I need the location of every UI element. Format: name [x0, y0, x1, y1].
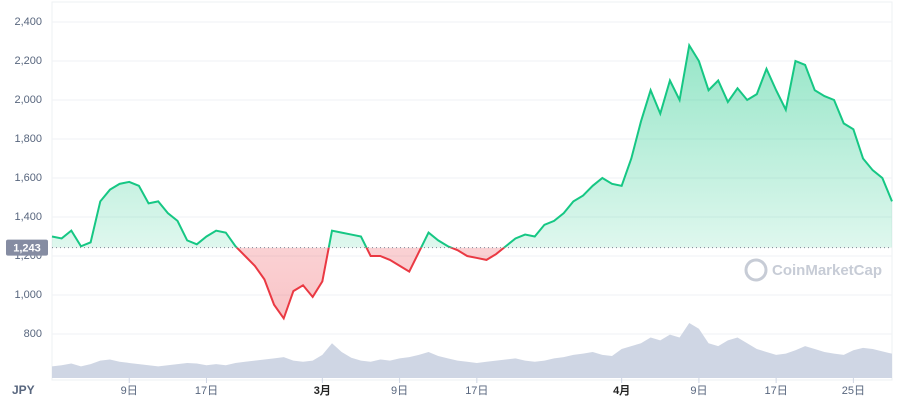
x-tick-label: 9日 — [121, 385, 138, 397]
x-axis-label: JPY — [12, 383, 35, 397]
area-below — [236, 247, 505, 319]
y-tick-label: 1,400 — [14, 211, 42, 223]
area-above — [52, 45, 892, 248]
watermark-text: CoinMarketCap — [772, 262, 882, 279]
x-tick-label: 25日 — [842, 385, 865, 397]
watermark-logo — [744, 258, 768, 282]
price-line-above — [51, 42, 893, 248]
price-line-below — [235, 247, 506, 321]
volume-area — [52, 323, 892, 378]
y-tick-label: 2,400 — [14, 16, 42, 28]
y-tick-label: 1,600 — [14, 172, 42, 184]
x-tick-label: 17日 — [465, 385, 488, 397]
baseline-label: 1,243 — [13, 243, 41, 255]
y-tick-label: 2,200 — [14, 55, 42, 67]
x-tick-label: 17日 — [195, 385, 218, 397]
watermark: CoinMarketCap — [744, 258, 882, 282]
baseline-label-bg — [6, 239, 48, 256]
x-tick-label: 9日 — [690, 385, 707, 397]
x-tick-label: 17日 — [765, 385, 788, 397]
x-tick-label: 3月 — [314, 384, 331, 397]
y-tick-label: 1,000 — [14, 289, 42, 301]
x-tick-label: 9日 — [391, 385, 408, 397]
x-tick-label: 4月 — [613, 384, 630, 397]
y-tick-label: 2,000 — [14, 94, 42, 106]
y-tick-label: 1,800 — [14, 133, 42, 145]
y-tick-label: 800 — [24, 328, 42, 340]
plot-border — [51, 1, 893, 381]
